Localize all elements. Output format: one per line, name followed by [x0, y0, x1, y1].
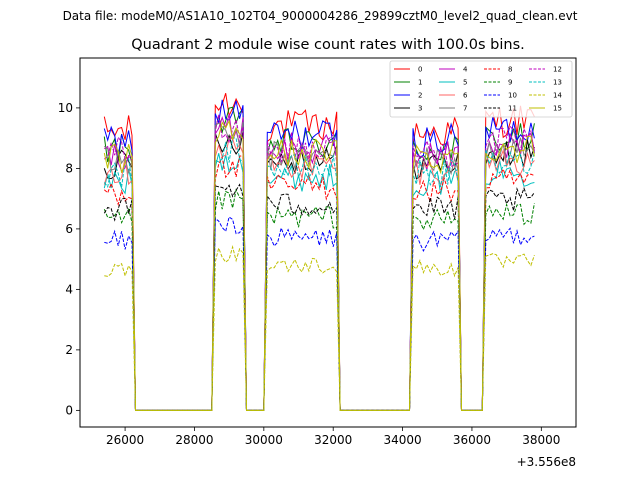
- legend-label-0: 0: [418, 66, 422, 74]
- legend-label-8: 8: [508, 66, 512, 74]
- x-tick-label: 26000: [106, 433, 144, 447]
- y-tick-label: 0: [65, 403, 73, 417]
- x-tick-label: 34000: [383, 433, 421, 447]
- chart-title: Quadrant 2 module wise count rates with …: [131, 37, 525, 53]
- legend-label-5: 5: [463, 79, 467, 87]
- legend-label-7: 7: [463, 105, 467, 113]
- legend-label-13: 13: [553, 79, 562, 87]
- series-layer: [103, 93, 535, 411]
- x-tick-label: 28000: [175, 433, 213, 447]
- plot-frame: [79, 57, 577, 428]
- legend-label-9: 9: [508, 79, 512, 87]
- series-line-15: [103, 119, 535, 411]
- figure-suptitle: Data file: modeM0/AS1A10_102T04_90000042…: [63, 9, 578, 23]
- legend-label-1: 1: [418, 79, 422, 87]
- y-tick-label: 2: [65, 343, 73, 357]
- x-tick-label: 36000: [453, 433, 491, 447]
- y-tick-label: 8: [65, 161, 73, 175]
- legend-label-4: 4: [463, 66, 468, 74]
- legend-label-2: 2: [418, 92, 422, 100]
- y-tick-label: 6: [65, 222, 73, 236]
- x-offset-label: +3.556e8: [517, 455, 576, 469]
- x-axis: 26000 28000 30000 32000 34000 36000 38000: [106, 427, 560, 447]
- legend-label-14: 14: [553, 92, 562, 100]
- legend-label-6: 6: [463, 92, 468, 100]
- legend-label-11: 11: [508, 105, 517, 113]
- x-tick-label: 38000: [522, 433, 560, 447]
- y-axis: 0 2 4 6 8 10: [58, 101, 80, 417]
- legend-label-10: 10: [508, 92, 517, 100]
- x-tick-label: 30000: [245, 433, 283, 447]
- legend-label-12: 12: [553, 66, 562, 74]
- legend-label-15: 15: [553, 105, 562, 113]
- legend-frame: [389, 60, 573, 118]
- legend-label-3: 3: [418, 105, 422, 113]
- x-tick-label: 32000: [314, 433, 352, 447]
- y-tick-label: 4: [65, 282, 73, 296]
- y-tick-label: 10: [58, 101, 73, 115]
